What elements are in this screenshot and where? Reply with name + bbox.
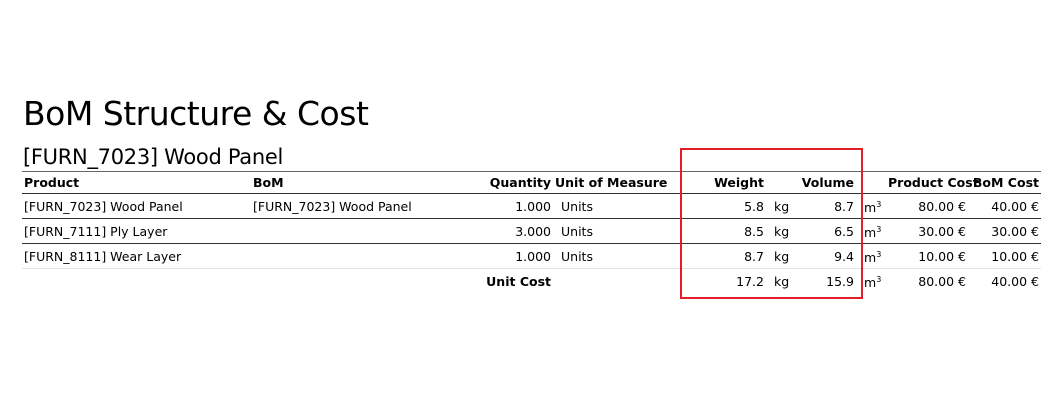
bom-table: Product BoM Quantity Unit of Measure Wei… — [22, 171, 1041, 293]
weight-unit-cell: kg — [774, 248, 790, 264]
bom-cell — [251, 219, 451, 244]
column-header-weight: Weight — [714, 175, 764, 190]
total-volume-unit-cell: m3 — [856, 269, 886, 294]
report-title: BoM Structure & Cost — [23, 94, 369, 133]
total-weight-unit-cell: kg — [774, 273, 790, 289]
total-empty-uom — [553, 269, 686, 294]
volume-unit-exponent: 3 — [876, 200, 882, 209]
product-cost-cell: 10.00 € — [918, 248, 966, 264]
uom-cell: Units — [561, 223, 593, 239]
volume-unit-cell: m3 — [856, 244, 886, 269]
uom-cell: Units — [561, 198, 593, 214]
volume-cell: 6.5 — [834, 223, 854, 239]
volume-unit-base: m — [864, 200, 877, 215]
column-header-bom: BoM — [253, 175, 284, 190]
product-cost-cell: 30.00 € — [918, 223, 966, 239]
table-row: [FURN_7023] Wood Panel [FURN_7023] Wood … — [22, 194, 1041, 219]
volume-unit-base: m — [864, 250, 877, 265]
weight-cell: 5.8 — [744, 198, 764, 214]
bom-cost-cell: 30.00 € — [991, 223, 1039, 239]
volume-cell: 8.7 — [834, 198, 854, 214]
column-header-quantity: Quantity — [489, 175, 551, 190]
volume-unit-base: m — [864, 225, 877, 240]
total-weight-cell: 17.2 — [736, 273, 764, 289]
total-product-cost-cell: 80.00 € — [918, 273, 966, 289]
weight-unit-cell: kg — [774, 198, 790, 214]
bom-cell — [251, 244, 451, 269]
report-subtitle: [FURN_7023] Wood Panel — [23, 145, 284, 169]
uom-cell: Units — [561, 248, 593, 264]
bom-cost-cell: 10.00 € — [991, 248, 1039, 264]
total-bom-cost-cell: 40.00 € — [991, 273, 1039, 289]
volume-cell: 9.4 — [834, 248, 854, 264]
bom-cost-cell: 40.00 € — [991, 198, 1039, 214]
weight-cell: 8.7 — [744, 248, 764, 264]
column-header-product-cost: Product Cost — [888, 175, 979, 190]
total-empty-bom — [251, 269, 451, 294]
product-cell: [FURN_8111] Wear Layer — [24, 248, 182, 264]
volume-unit-base: m — [864, 275, 877, 290]
column-header-weight-unit — [766, 172, 796, 194]
product-cell: [FURN_7111] Ply Layer — [24, 223, 168, 239]
product-cost-cell: 80.00 € — [918, 198, 966, 214]
quantity-cell: 1.000 — [515, 248, 551, 264]
volume-unit-cell: m3 — [856, 194, 886, 219]
product-cell: [FURN_7023] Wood Panel — [24, 198, 183, 214]
total-volume-cell: 15.9 — [826, 273, 854, 289]
volume-unit-exponent: 3 — [876, 225, 882, 234]
table-row: [FURN_7111] Ply Layer 3.000 Units 8.5 kg… — [22, 219, 1041, 244]
bom-cell: [FURN_7023] Wood Panel — [253, 198, 412, 214]
table-row: [FURN_8111] Wear Layer 1.000 Units 8.7 k… — [22, 244, 1041, 269]
column-header-volume-unit — [856, 172, 886, 194]
quantity-cell: 3.000 — [515, 223, 551, 239]
column-header-uom: Unit of Measure — [555, 175, 668, 190]
volume-unit-exponent: 3 — [876, 250, 882, 259]
column-header-bom-cost: BoM Cost — [972, 175, 1039, 190]
weight-cell: 8.5 — [744, 223, 764, 239]
volume-unit-exponent: 3 — [876, 275, 882, 284]
column-header-volume: Volume — [801, 175, 854, 190]
weight-unit-cell: kg — [774, 223, 790, 239]
unit-cost-label: Unit Cost — [486, 273, 551, 289]
total-row: Unit Cost 17.2 kg 15.9 m3 80.00 € 40.00 … — [22, 269, 1041, 294]
column-header-product: Product — [24, 175, 80, 190]
quantity-cell: 1.000 — [515, 198, 551, 214]
volume-unit-cell: m3 — [856, 219, 886, 244]
total-empty-product — [22, 269, 251, 294]
table-header-row: Product BoM Quantity Unit of Measure Wei… — [22, 171, 1041, 194]
